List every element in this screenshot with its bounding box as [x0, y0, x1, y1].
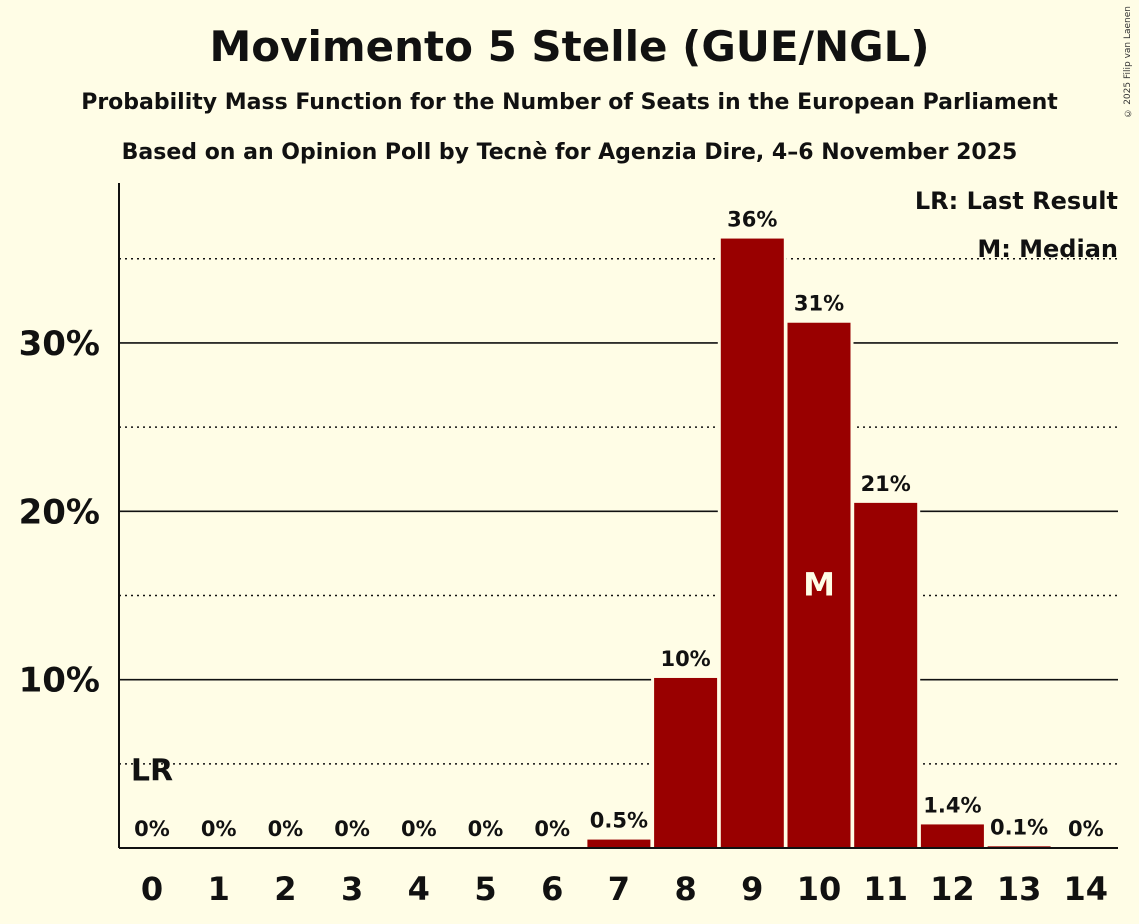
chart-title: Movimento 5 Stelle (GUE/NGL)	[209, 22, 930, 71]
bar-halo	[984, 843, 1054, 848]
bar-value-label: 0%	[468, 817, 504, 841]
bar-value-label: 0%	[268, 817, 304, 841]
bar-value-label: 0%	[1068, 817, 1104, 841]
x-tick-label: 12	[930, 870, 975, 908]
bar-value-label: 0%	[201, 817, 237, 841]
bar	[920, 824, 984, 848]
bar-value-label: 0.5%	[590, 809, 648, 833]
x-tick-label: 7	[608, 870, 630, 908]
x-tick-label: 2	[274, 870, 296, 908]
y-tick-label: 10%	[19, 661, 100, 701]
x-tick-label: 9	[741, 870, 763, 908]
bar-value-label: 31%	[794, 292, 844, 316]
chart-source: Based on an Opinion Poll by Tecnè for Ag…	[121, 140, 1018, 165]
bar-value-label: 0%	[534, 817, 570, 841]
bar	[787, 322, 851, 848]
bar-value-label: 1.4%	[923, 793, 981, 817]
bar	[587, 839, 651, 848]
x-tick-label: 3	[341, 870, 363, 908]
x-tick-label: 13	[997, 870, 1042, 908]
last-result-marker: LR	[131, 754, 173, 789]
x-tick-label: 4	[408, 870, 430, 908]
median-marker: M	[803, 565, 835, 603]
x-tick-label: 6	[541, 870, 563, 908]
bar-value-label: 36%	[727, 208, 777, 232]
bar-value-label: 0.1%	[990, 815, 1048, 839]
x-tick-label: 0	[141, 870, 163, 908]
bar-value-label: 21%	[861, 472, 911, 496]
x-tick-label: 5	[474, 870, 496, 908]
x-tick-label: 1	[208, 870, 230, 908]
chart-subtitle: Probability Mass Function for the Number…	[81, 90, 1058, 115]
bar	[854, 502, 918, 848]
x-tick-label: 11	[863, 870, 908, 908]
y-tick-label: 20%	[19, 492, 100, 532]
bar-value-label: 10%	[660, 647, 710, 671]
bar-value-label: 0%	[334, 817, 370, 841]
bar	[720, 238, 784, 849]
x-tick-label: 14	[1064, 870, 1109, 908]
bar-value-label: 0%	[401, 817, 437, 841]
x-tick-label: 10	[797, 870, 842, 908]
x-tick-label: 8	[674, 870, 696, 908]
legend-entry: LR: Last Result	[915, 187, 1118, 215]
y-tick-label: 30%	[19, 324, 100, 364]
bar	[654, 677, 718, 848]
legend-entry: M: Median	[977, 235, 1118, 263]
bar-value-label: 0%	[134, 817, 170, 841]
